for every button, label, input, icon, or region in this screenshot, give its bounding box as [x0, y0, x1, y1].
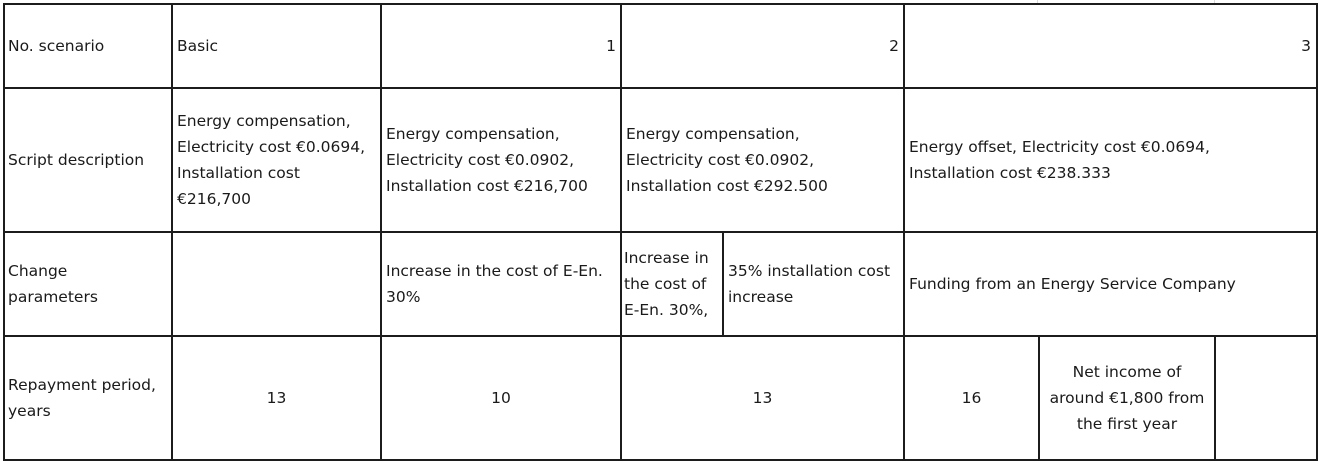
gridline [1037, 0, 1038, 4]
gridline [1214, 0, 1215, 4]
cell-repayment-3b: Net income of around €1,800 from the fir… [1049, 363, 1205, 433]
cell-description-2: Energy compensation, Electricity cost €0… [626, 125, 828, 195]
row-label-change-parameters: Change parameters [8, 262, 98, 306]
row-divider [3, 231, 1318, 233]
cell-scenario-1: 1 [606, 37, 616, 55]
subcell-divider [1214, 335, 1216, 461]
cell-repayment-3a: 16 [961, 389, 982, 407]
cell-repayment-2: 13 [752, 389, 773, 407]
cell-scenario-3: 3 [1301, 37, 1311, 55]
cell-change-basic [173, 233, 380, 335]
cell-description-3: Energy offset, Electricity cost €0.0694,… [909, 138, 1210, 182]
cell-repayment-3c [1216, 337, 1317, 459]
row-label-repayment: Repayment period, years [8, 376, 156, 420]
column-divider [620, 3, 622, 461]
column-divider [380, 3, 382, 461]
subcell-divider [722, 231, 724, 337]
cell-description-1: Energy compensation, Electricity cost €0… [386, 125, 588, 195]
subcell-divider [1038, 335, 1040, 461]
cell-change-1: Increase in the cost of E-En. 30% [386, 262, 603, 306]
cell-change-2b: 35% installation cost increase [728, 262, 891, 306]
table-border [3, 459, 1318, 461]
column-divider [903, 3, 905, 461]
cell-change-3: Funding from an Energy Service Company [909, 275, 1236, 293]
cell-repayment-1: 10 [491, 389, 511, 407]
column-divider [171, 3, 173, 461]
cell-description-basic: Energy compensation, Electricity cost €0… [177, 112, 366, 208]
row-label-description: Script description [8, 151, 145, 169]
cell-scenario-basic: Basic [177, 37, 219, 55]
row-divider [3, 87, 1318, 89]
row-divider [3, 335, 1318, 337]
cell-scenario-2: 2 [889, 37, 899, 55]
row-label-scenario: No. scenario [8, 37, 105, 55]
table-border [3, 3, 1318, 5]
cell-change-2a: Increase in the cost of E-En. 30%, [624, 249, 709, 319]
cell-repayment-basic: 13 [266, 389, 287, 407]
